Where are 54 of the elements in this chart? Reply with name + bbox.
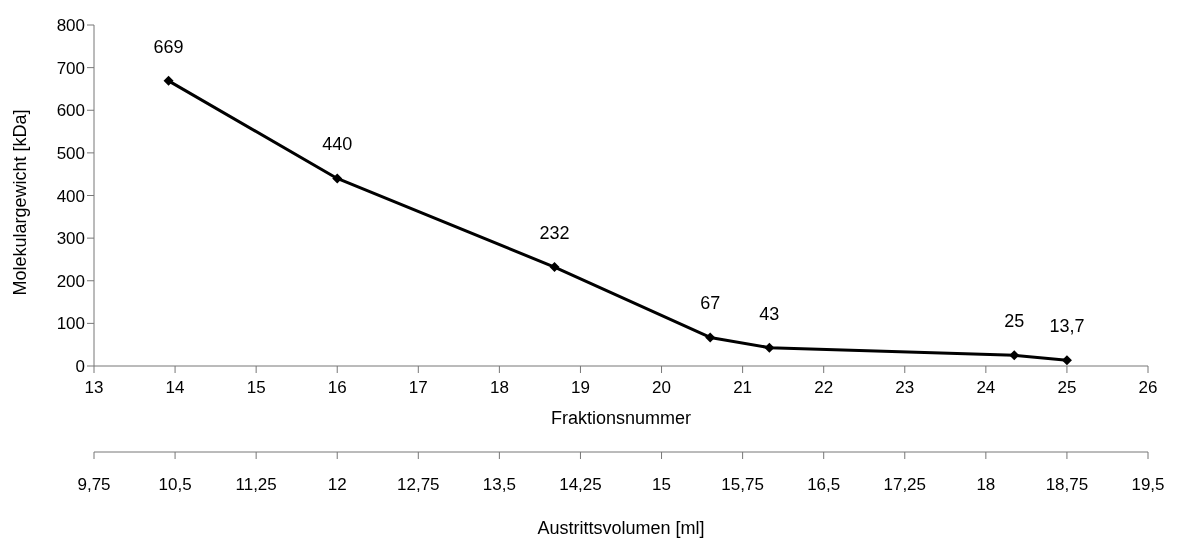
data-label: 25	[1004, 311, 1025, 332]
y-tick-label: 300	[56, 229, 85, 249]
y-tick-label: 0	[75, 357, 85, 377]
x-tick-label: 24	[976, 378, 996, 398]
x2-tick-label: 15	[652, 475, 671, 494]
x-tick-label: 25	[1057, 378, 1077, 398]
point	[764, 342, 775, 353]
x-tick-label: 18	[489, 378, 509, 398]
data-label: 43	[759, 303, 780, 324]
x2-tick-label: 17,25	[883, 475, 927, 494]
x2-tick-label: 12	[327, 475, 347, 494]
y-axis-title: Molekulargewicht [kDa]	[10, 109, 31, 296]
y-tick-label: 500	[56, 143, 85, 163]
x-tick-label: 13	[84, 378, 104, 398]
x2-tick-label: 13,5	[482, 475, 516, 494]
data-label: 232	[539, 223, 570, 244]
x2-tick-label: 14,25	[559, 475, 602, 494]
x-tick-label: 15	[246, 378, 266, 398]
y-tick-label: 100	[56, 314, 85, 334]
x-tick-label: 22	[814, 378, 834, 398]
data-label: 440	[322, 134, 353, 155]
x2-tick-label: 15,75	[721, 475, 764, 494]
data-label: 67	[700, 293, 721, 314]
x2-tick-label: 18	[976, 475, 996, 494]
x-tick-label: 21	[733, 378, 753, 398]
point	[1061, 355, 1072, 366]
point	[332, 173, 343, 184]
y-tick-label: 700	[56, 58, 85, 78]
x2-axis-title: Austrittsvolumen [ml]	[537, 518, 705, 538]
x-tick-label: 26	[1138, 378, 1158, 398]
x-tick-label: 16	[327, 378, 347, 398]
y-tick-label: 800	[56, 16, 85, 36]
x2-tick-label: 10,5	[158, 475, 192, 494]
y-tick-label: 400	[56, 186, 85, 206]
x-tick-label: 23	[895, 378, 915, 398]
x-tick-label: 17	[408, 378, 428, 398]
x-axis-title: Fraktionsnummer	[550, 408, 692, 428]
point	[1009, 350, 1020, 361]
x2-tick-label: 12,75	[397, 475, 440, 494]
x-tick-label: 20	[652, 378, 671, 398]
point	[549, 262, 560, 273]
x-tick-label: 19	[571, 378, 590, 398]
data-label: 13,7	[1049, 316, 1085, 337]
point	[705, 332, 716, 343]
x2-tick-label: 19,5	[1131, 475, 1165, 494]
x2-tick-label: 9,75	[77, 475, 111, 494]
x2-tick-label: 18,75	[1045, 475, 1089, 494]
x2-tick-label: 11,25	[235, 475, 277, 494]
x-tick-label: 14	[165, 378, 185, 398]
point	[163, 75, 174, 86]
y-tick-label: 600	[56, 101, 85, 121]
x2-tick-label: 16,5	[807, 475, 841, 494]
y-tick-label: 200	[56, 271, 85, 291]
data-label: 669	[153, 36, 184, 57]
